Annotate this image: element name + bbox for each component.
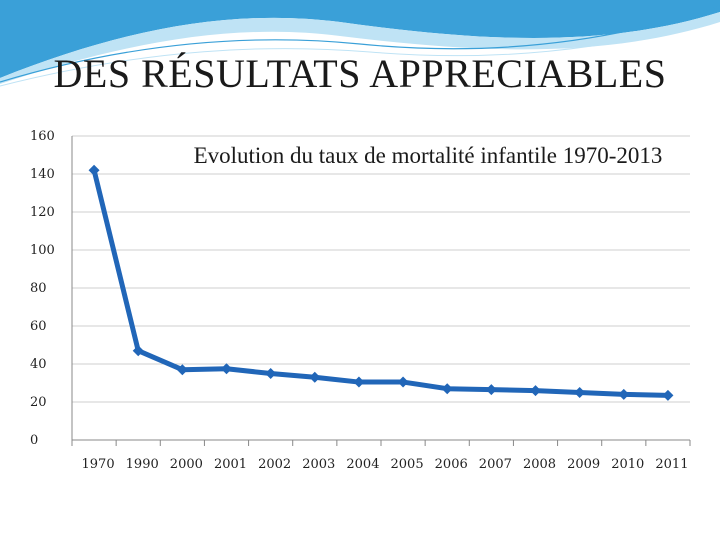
data-point-marker: [618, 388, 630, 400]
y-tick-label: 120: [30, 205, 55, 220]
data-point-marker: [574, 387, 586, 398]
wave-line: [0, 5, 720, 83]
x-tick-label: 2001: [214, 457, 247, 472]
data-point-marker: [485, 384, 497, 396]
y-tick-label: 20: [30, 395, 47, 410]
x-tick-label: 2004: [346, 457, 379, 472]
y-tick-label: 40: [30, 357, 47, 372]
data-point-marker: [353, 376, 365, 388]
data-point-marker: [662, 389, 674, 401]
x-tick-label: 2003: [302, 457, 335, 472]
x-tick-label: 2007: [479, 457, 512, 472]
x-tick-label: 1970: [82, 457, 115, 472]
wave-line-2: [0, 15, 720, 87]
x-tick-label: 2005: [391, 457, 424, 472]
data-point-marker: [132, 345, 144, 357]
data-point-marker: [397, 376, 409, 388]
y-tick-label: 80: [30, 281, 47, 296]
data-point-marker: [309, 371, 321, 383]
decorative-wave-header: [0, 0, 720, 87]
x-tick-label: 2008: [523, 457, 556, 472]
y-tick-label: 60: [30, 319, 47, 334]
x-tick-label: 2000: [170, 457, 203, 472]
y-tick-label: 140: [30, 167, 55, 182]
wave-band-light: [0, 12, 720, 84]
data-point-marker: [176, 364, 188, 376]
data-point-marker: [265, 368, 277, 379]
x-tick-label: 1990: [126, 457, 159, 472]
x-tick-label: 2002: [258, 457, 291, 472]
slide-title: DES RÉSULTATS APPRECIABLES: [53, 51, 667, 96]
series-line: [91, 169, 668, 398]
data-point-marker: [441, 383, 453, 395]
x-tick-label: 2009: [567, 457, 600, 472]
data-point-marker: [530, 385, 541, 397]
y-tick-label: 160: [30, 129, 55, 144]
chart-title: Evolution du taux de mortalité infantile…: [194, 143, 663, 168]
y-tick-label: 0: [30, 433, 38, 448]
wave-band-dark: [0, 0, 720, 78]
data-point-marker: [221, 363, 232, 375]
x-tick-label: 2006: [435, 457, 468, 472]
x-tick-label: 2011: [655, 457, 688, 472]
y-tick-label: 100: [30, 243, 55, 258]
data-point-marker: [88, 164, 100, 176]
x-tick-label: 2010: [611, 457, 644, 472]
